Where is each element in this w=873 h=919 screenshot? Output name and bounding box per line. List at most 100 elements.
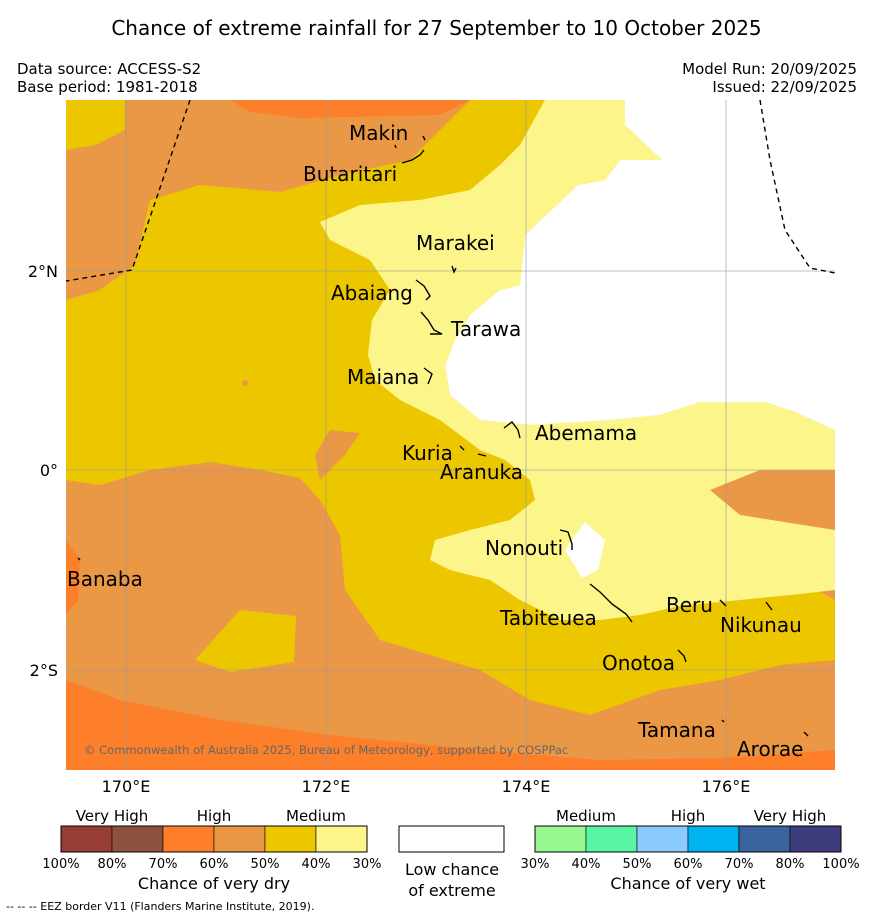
abaiang-island: [415, 279, 431, 301]
zone-very-high-dry-top: [230, 100, 470, 118]
legend-dry-tick: 80%: [98, 857, 127, 872]
legend-dry-category: Very High: [76, 807, 149, 825]
place-label: Tarawa: [450, 317, 521, 341]
legend-wet-category: Very High: [754, 807, 827, 825]
legend-wet-tick: 30%: [521, 857, 550, 872]
legend-wet-swatches: [534, 825, 842, 853]
place-label: Abaiang: [331, 281, 413, 305]
legend-dry-tick: 40%: [302, 857, 331, 872]
beru-island: [719, 599, 727, 607]
onotoa-island: [677, 649, 687, 663]
data-source-text: Data source: ACCESS-S2: [17, 60, 202, 78]
data-source-block: Data source: ACCESS-S2 Base period: 1981…: [17, 60, 201, 96]
place-label: Kuria: [402, 441, 453, 465]
model-run-text: Model Run: 20/09/2025: [682, 60, 857, 78]
graticule: [66, 100, 835, 770]
legend-dry-tick: 60%: [200, 857, 229, 872]
legend-wet-swatch: [585, 825, 638, 853]
butaritari-island: [401, 149, 425, 164]
legend-dry-category: Medium: [286, 807, 346, 825]
eez-footnote: -- -- -- EEZ border V11 (Flanders Marine…: [6, 900, 315, 913]
zone-very-high-dry-bottom: [66, 680, 835, 770]
place-label: Onotoa: [602, 651, 675, 675]
place-labels: Makin Butaritari Marakei Abaiang Tarawa …: [67, 121, 803, 761]
place-label: Makin: [349, 121, 408, 145]
tabiteuea-island: [589, 583, 633, 623]
legend-dry-tick: 30%: [353, 857, 382, 872]
legend-wet-swatch: [636, 825, 689, 853]
zone-low-chance-main: [445, 100, 835, 430]
place-label: Nonouti: [485, 536, 563, 560]
legend-low-line1: Low chance: [405, 860, 499, 879]
lat-tick: 0°: [40, 461, 58, 480]
legend-dry-swatches: [60, 825, 368, 853]
legend-wet: Medium High Very High 30% 40% 50% 60% 70% 80%…: [521, 807, 860, 893]
place-label: Tamana: [637, 718, 716, 742]
kuria-aranuka-islands: [459, 445, 487, 457]
legend-dry-category: High: [197, 807, 231, 825]
legend-dry-swatch: [162, 825, 215, 853]
legend-wet-category: Medium: [556, 807, 616, 825]
legend-low-line2: of extreme: [408, 881, 495, 900]
legend-wet-tick: 70%: [725, 857, 754, 872]
place-label: Arorae: [737, 737, 803, 761]
place-label: Beru: [666, 593, 713, 617]
island-outlines: [77, 135, 809, 737]
legend-low: Low chance of extreme: [398, 825, 505, 900]
legend-wet-swatch: [534, 825, 587, 853]
legend-wet-swatch: [687, 825, 740, 853]
legend-wet-ticks: 30% 40% 50% 60% 70% 80% 100%: [521, 857, 860, 872]
place-label: Maiana: [347, 365, 419, 389]
legend-wet-tick: 50%: [623, 857, 652, 872]
legend-low-swatch: [398, 825, 505, 853]
legend-wet-tick: 80%: [776, 857, 805, 872]
maiana-island: [423, 367, 433, 385]
legend-dry-swatch: [315, 825, 368, 853]
copyright-text: © Commonwealth of Australia 2025, Bureau…: [84, 743, 568, 757]
issued-text: Issued: 22/09/2025: [712, 78, 857, 96]
zone-medium-dry-south-patch: [195, 610, 296, 672]
lon-tick: 172°E: [302, 777, 351, 796]
place-label: Nikunau: [720, 613, 802, 637]
map-plot-area: Makin Butaritari Marakei Abaiang Tarawa …: [66, 100, 835, 770]
abemama-island: [503, 421, 521, 439]
legend-wet-swatch: [789, 825, 842, 853]
place-label: Banaba: [67, 567, 143, 591]
zone-medium-dry-nw: [66, 100, 125, 150]
banaba-island: [77, 557, 81, 561]
model-run-block: Model Run: 20/09/2025 Issued: 22/09/2025: [682, 60, 857, 96]
zone-low-chance-nonouti: [565, 522, 605, 578]
tarawa-island: [420, 311, 443, 335]
legend-dry-swatch: [213, 825, 266, 853]
legend-dry-label: Chance of very dry: [138, 874, 290, 893]
legend-dry-swatch: [60, 825, 113, 853]
legend-dry: Very High High Medium 100% 80% 70% 60% 50% 40…: [42, 807, 381, 893]
legend-wet-swatch: [738, 825, 791, 853]
legend-wet-label: Chance of very wet: [610, 874, 765, 893]
place-label: Butaritari: [303, 162, 397, 186]
legend-dry-tick: 50%: [251, 857, 280, 872]
base-period-text: Base period: 1981-2018: [17, 78, 198, 96]
marakei-island: [451, 265, 457, 274]
place-label: Tabiteuea: [499, 606, 597, 630]
lon-tick: 170°E: [102, 777, 151, 796]
legend-wet-tick: 40%: [572, 857, 601, 872]
axis-ticks: 170°E 172°E 174°E 176°E 2°N 0° 2°S: [28, 262, 750, 796]
zone-medium-dry-40: [320, 100, 835, 620]
legend-wet-tick: 100%: [822, 857, 859, 872]
eez-border: [66, 100, 835, 282]
lat-tick: 2°S: [30, 661, 58, 680]
nikunau-island: [765, 601, 773, 611]
lon-tick: 174°E: [502, 777, 551, 796]
tamana-island: [721, 719, 725, 723]
lat-tick: 2°N: [28, 262, 58, 281]
lon-tick: 176°E: [702, 777, 751, 796]
place-label: Aranuka: [440, 460, 523, 484]
legend-dry-tick: 70%: [149, 857, 178, 872]
place-label: Abemama: [535, 421, 637, 445]
legend-wet-tick: 60%: [674, 857, 703, 872]
legend-wet-category: High: [671, 807, 705, 825]
legend-dry-tick: 100%: [42, 857, 79, 872]
place-label: Marakei: [416, 231, 495, 255]
